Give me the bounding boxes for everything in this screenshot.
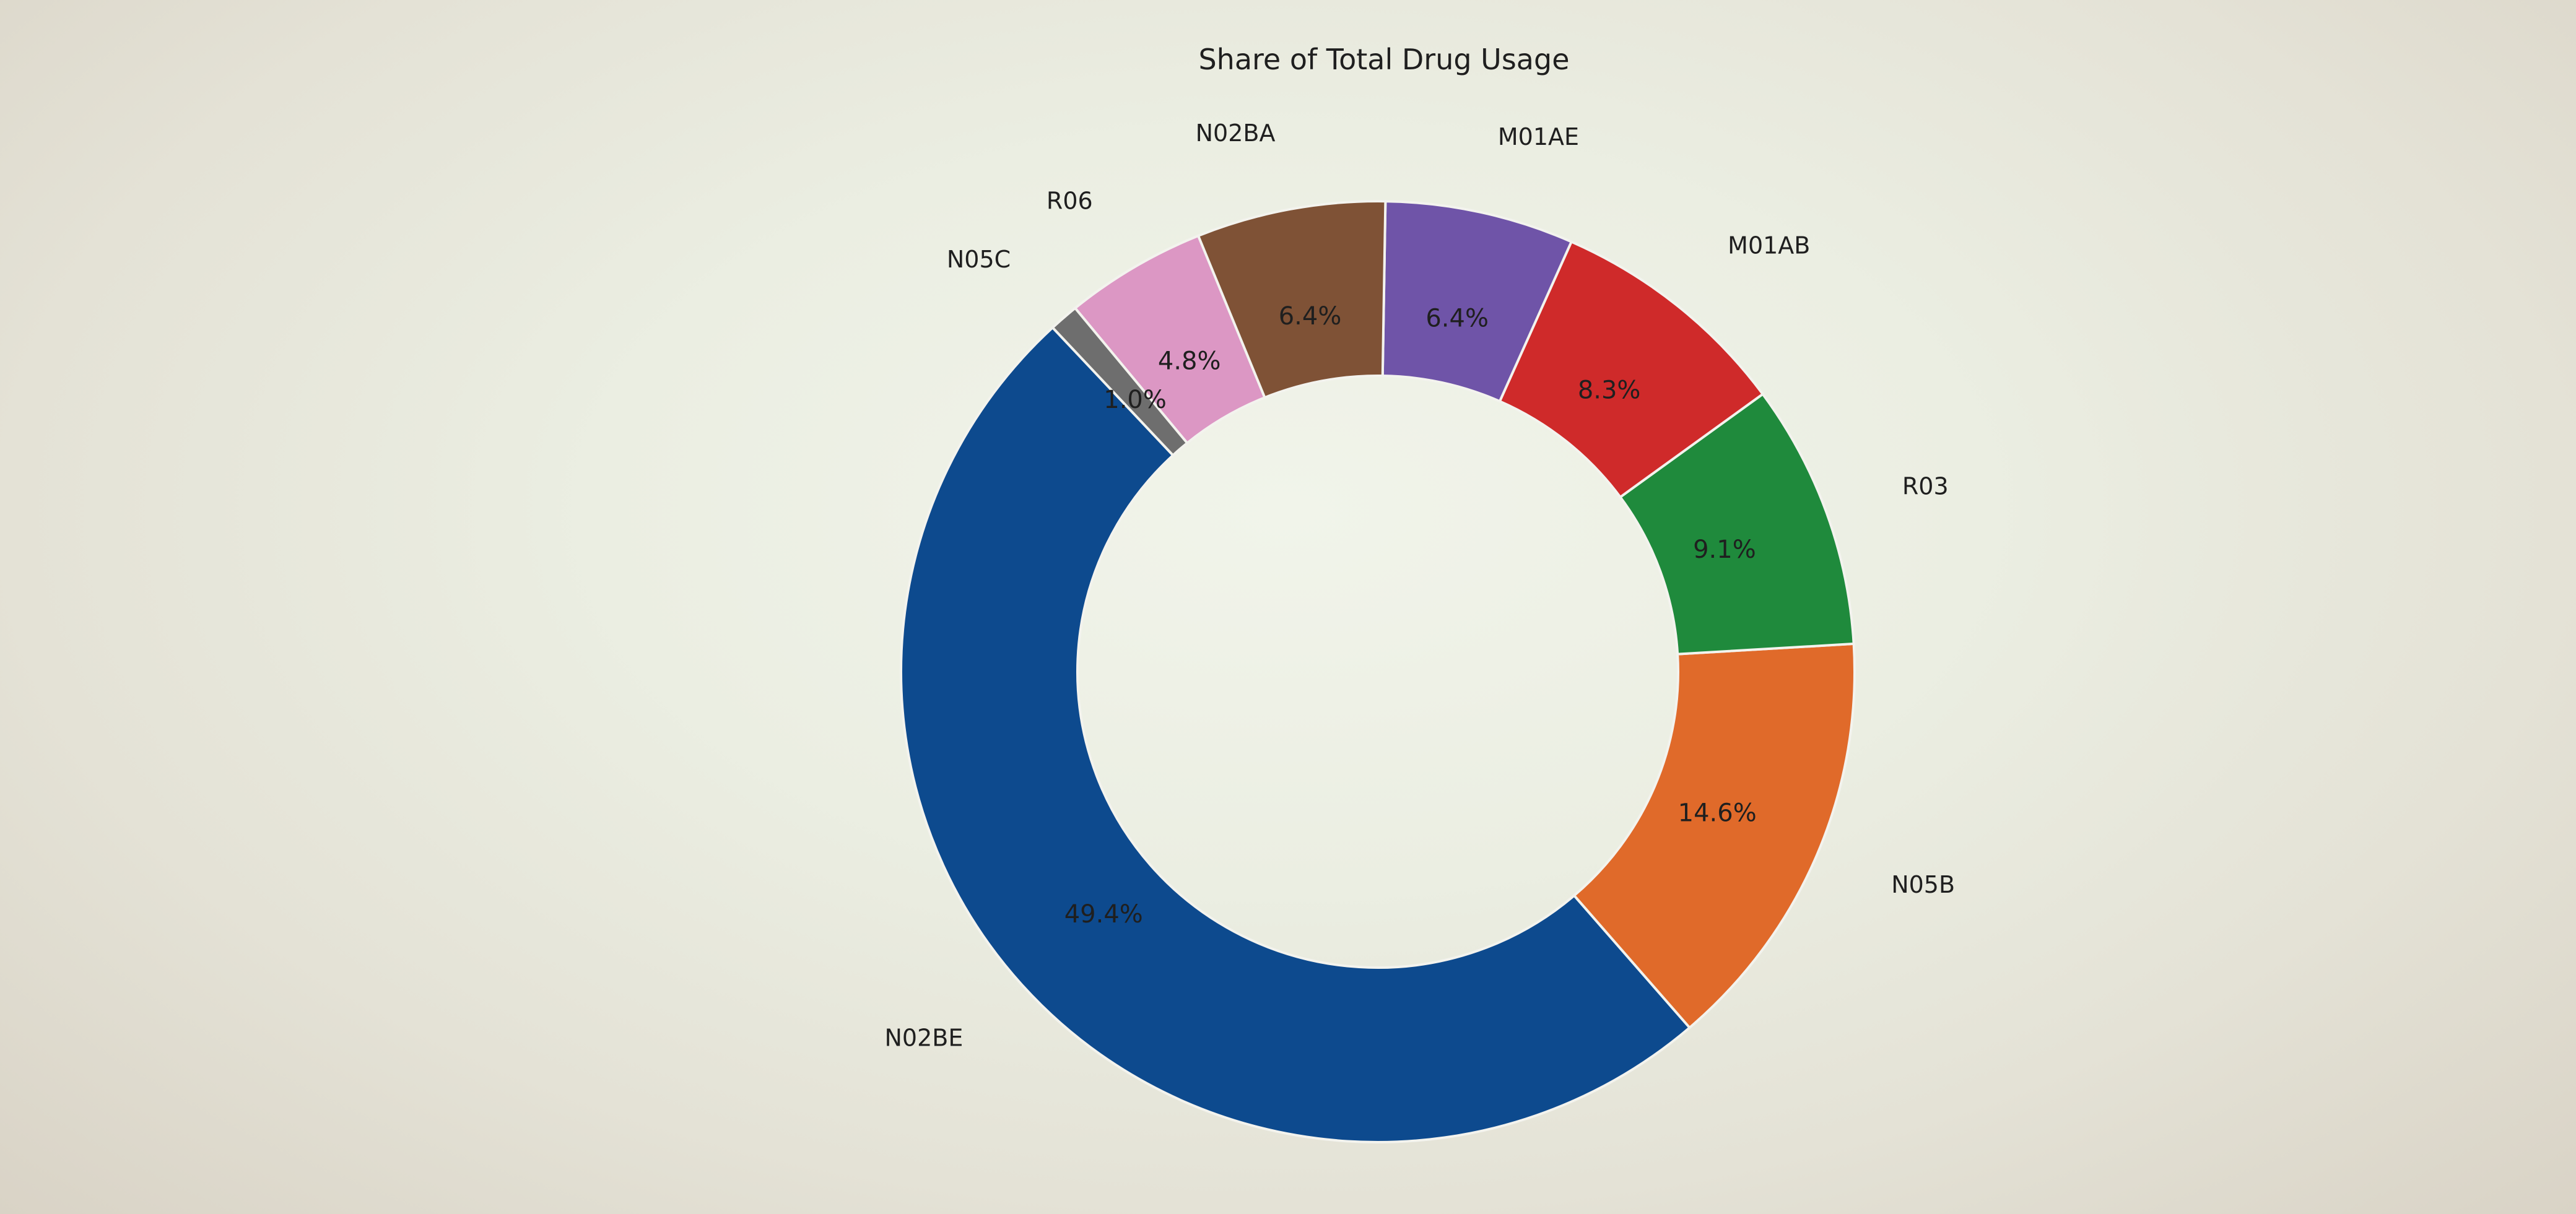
slice-percent-m01ab: 8.3% [1578, 376, 1641, 405]
slice-percent-r03: 9.1% [1693, 535, 1756, 564]
percent-labels-group: 49.4% 14.6% 9.1% 8.3% 6.4% 6.4% 4.8% 1.0% [1064, 302, 1757, 929]
slice-label-m01ab: M01AB [1728, 232, 1810, 259]
slice-percent-m01ae: 6.4% [1425, 305, 1489, 333]
slices-group [900, 200, 1856, 1144]
slice-label-n02ba: N02BA [1196, 119, 1276, 147]
slice-percent-n05b: 14.6% [1678, 799, 1757, 827]
slice-label-n05c: N05C [947, 246, 1011, 273]
slice-label-n02be: N02BE [884, 1024, 963, 1051]
slice-n05b [1572, 642, 1856, 1030]
chart-title: Share of Total Drug Usage [1198, 43, 1569, 76]
slice-percent-n02be: 49.4% [1064, 900, 1143, 929]
slice-label-n05b: N05B [1891, 871, 1955, 898]
slice-percent-n05c: 1.0% [1103, 386, 1167, 414]
slice-label-m01ae: M01AE [1498, 123, 1579, 150]
slice-n02be [900, 326, 1692, 1144]
slice-label-r03: R03 [1902, 473, 1949, 500]
slice-percent-r06: 4.8% [1158, 347, 1221, 375]
slice-labels-group: N02BE N05B R03 M01AB M01AE N02BA R06 N05C [884, 119, 1955, 1051]
slice-label-r06: R06 [1046, 188, 1093, 215]
slice-n05c [1051, 306, 1189, 457]
slice-percent-n02ba: 6.4% [1279, 302, 1342, 331]
